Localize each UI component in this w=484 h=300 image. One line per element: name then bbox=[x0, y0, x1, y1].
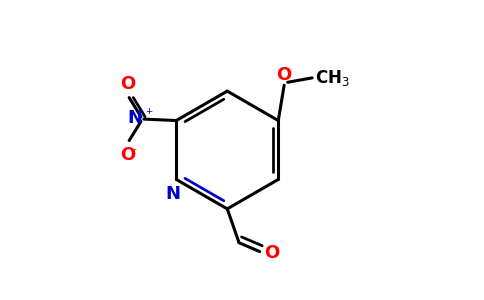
Text: N: N bbox=[127, 110, 142, 128]
Text: N: N bbox=[165, 185, 180, 203]
Text: CH$_3$: CH$_3$ bbox=[315, 68, 350, 88]
Text: $^+$: $^+$ bbox=[144, 107, 154, 120]
Text: O: O bbox=[120, 75, 136, 93]
Text: O: O bbox=[120, 146, 136, 164]
Text: O: O bbox=[264, 244, 279, 262]
Text: O: O bbox=[276, 66, 292, 84]
Text: $^-$: $^-$ bbox=[128, 146, 138, 159]
